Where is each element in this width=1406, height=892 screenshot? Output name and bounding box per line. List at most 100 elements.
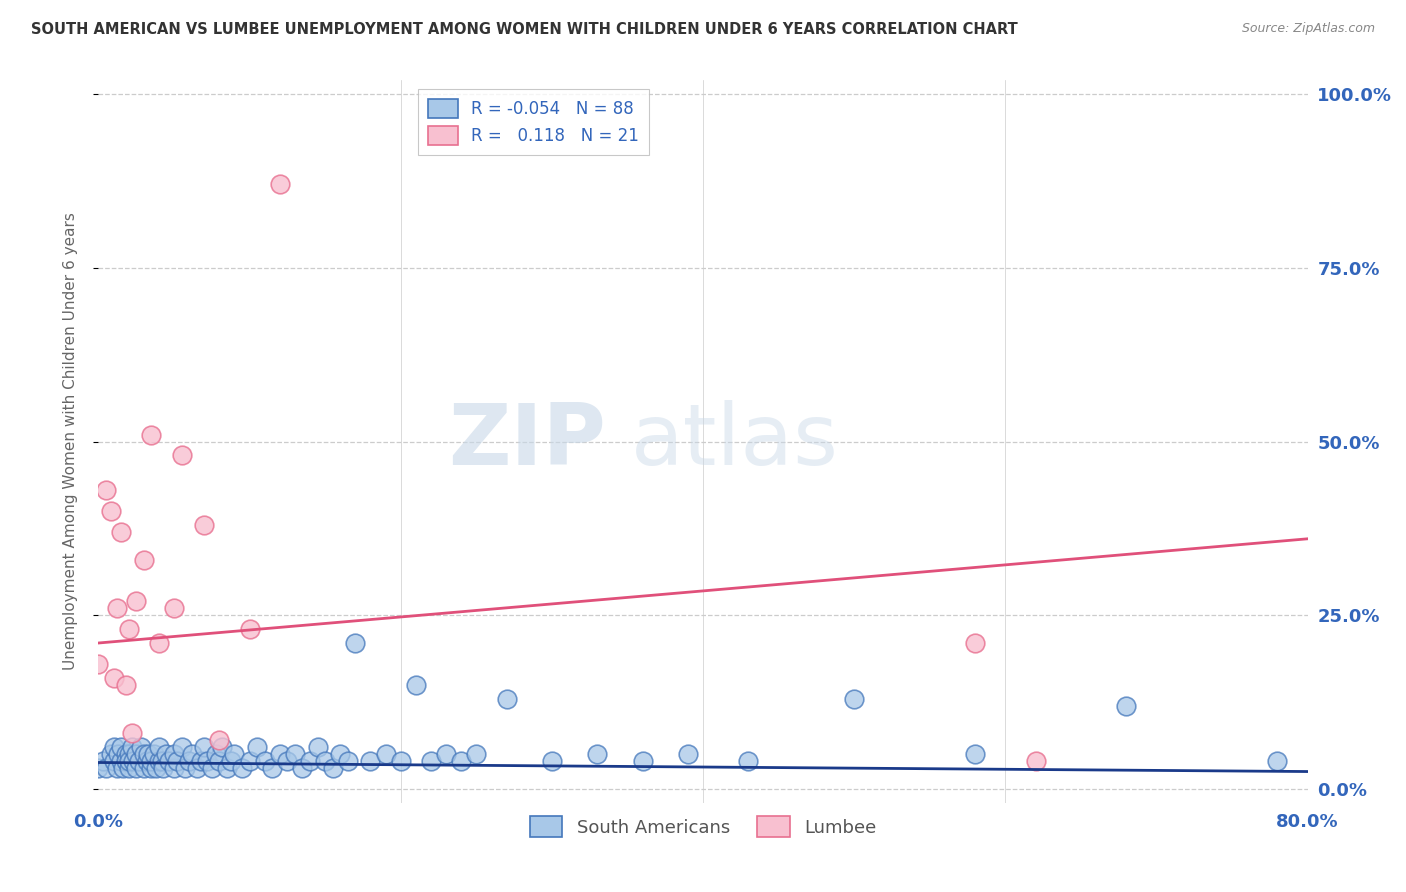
Point	[186, 761, 208, 775]
Point	[125, 747, 148, 761]
Point	[163, 601, 186, 615]
Point	[329, 747, 352, 761]
Point	[181, 747, 204, 761]
Point	[107, 747, 129, 761]
Point	[190, 754, 212, 768]
Point	[239, 754, 262, 768]
Point	[141, 427, 163, 442]
Point	[118, 761, 141, 775]
Point	[132, 761, 155, 775]
Point	[110, 740, 132, 755]
Point	[163, 747, 186, 761]
Text: SOUTH AMERICAN VS LUMBEE UNEMPLOYMENT AMONG WOMEN WITH CHILDREN UNDER 6 YEARS CO: SOUTH AMERICAN VS LUMBEE UNEMPLOYMENT AM…	[31, 22, 1018, 37]
Point	[631, 754, 654, 768]
Point	[145, 761, 167, 775]
Point	[118, 622, 141, 636]
Point	[1115, 698, 1137, 713]
Point	[132, 552, 155, 566]
Point	[193, 740, 215, 755]
Y-axis label: Unemployment Among Women with Children Under 6 years: Unemployment Among Women with Children U…	[63, 212, 77, 671]
Point	[307, 740, 329, 755]
Point	[118, 754, 141, 768]
Point	[118, 747, 141, 761]
Point	[148, 636, 170, 650]
Point	[122, 754, 145, 768]
Point	[389, 754, 412, 768]
Point	[91, 754, 114, 768]
Point	[434, 747, 457, 761]
Point	[114, 754, 136, 768]
Point	[193, 517, 215, 532]
Point	[314, 754, 336, 768]
Point	[205, 747, 228, 761]
Point	[173, 761, 195, 775]
Point	[170, 740, 193, 755]
Point	[211, 740, 233, 755]
Point	[143, 747, 166, 761]
Text: Source: ZipAtlas.com: Source: ZipAtlas.com	[1241, 22, 1375, 36]
Point	[121, 726, 143, 740]
Point	[114, 747, 136, 761]
Text: ZIP: ZIP	[449, 400, 606, 483]
Point	[965, 636, 987, 650]
Point	[269, 747, 291, 761]
Text: atlas: atlas	[630, 400, 838, 483]
Point	[322, 761, 344, 775]
Point	[420, 754, 443, 768]
Point	[135, 754, 157, 768]
Point	[152, 761, 174, 775]
Point	[125, 761, 148, 775]
Point	[110, 524, 132, 539]
Point	[253, 754, 276, 768]
Point	[269, 178, 291, 192]
Point	[201, 761, 224, 775]
Point	[676, 747, 699, 761]
Point	[159, 754, 181, 768]
Point	[231, 761, 253, 775]
Point	[103, 740, 125, 755]
Point	[94, 761, 117, 775]
Point	[179, 754, 201, 768]
Point	[132, 747, 155, 761]
Point	[150, 754, 173, 768]
Point	[450, 754, 472, 768]
Point	[105, 761, 128, 775]
Point	[103, 754, 125, 768]
Point	[844, 691, 866, 706]
Point	[195, 754, 218, 768]
Point	[163, 761, 186, 775]
Point	[1267, 754, 1289, 768]
Point	[239, 622, 262, 636]
Point	[125, 594, 148, 608]
Point	[221, 754, 243, 768]
Point	[586, 747, 609, 761]
Point	[105, 601, 128, 615]
Point	[121, 740, 143, 755]
Point	[87, 657, 110, 671]
Point	[100, 504, 122, 518]
Point	[284, 747, 307, 761]
Point	[208, 754, 231, 768]
Point	[344, 636, 367, 650]
Point	[246, 740, 269, 755]
Point	[87, 761, 110, 775]
Point	[103, 671, 125, 685]
Legend: South Americans, Lumbee: South Americans, Lumbee	[523, 809, 883, 845]
Point	[114, 678, 136, 692]
Point	[465, 747, 488, 761]
Point	[299, 754, 322, 768]
Point	[360, 754, 382, 768]
Point	[111, 761, 134, 775]
Point	[540, 754, 562, 768]
Point	[100, 747, 122, 761]
Point	[141, 754, 163, 768]
Point	[148, 754, 170, 768]
Point	[374, 747, 396, 761]
Point	[208, 733, 231, 747]
Point	[128, 754, 150, 768]
Point	[170, 449, 193, 463]
Point	[495, 691, 517, 706]
Point	[110, 754, 132, 768]
Point	[215, 761, 238, 775]
Point	[336, 754, 359, 768]
